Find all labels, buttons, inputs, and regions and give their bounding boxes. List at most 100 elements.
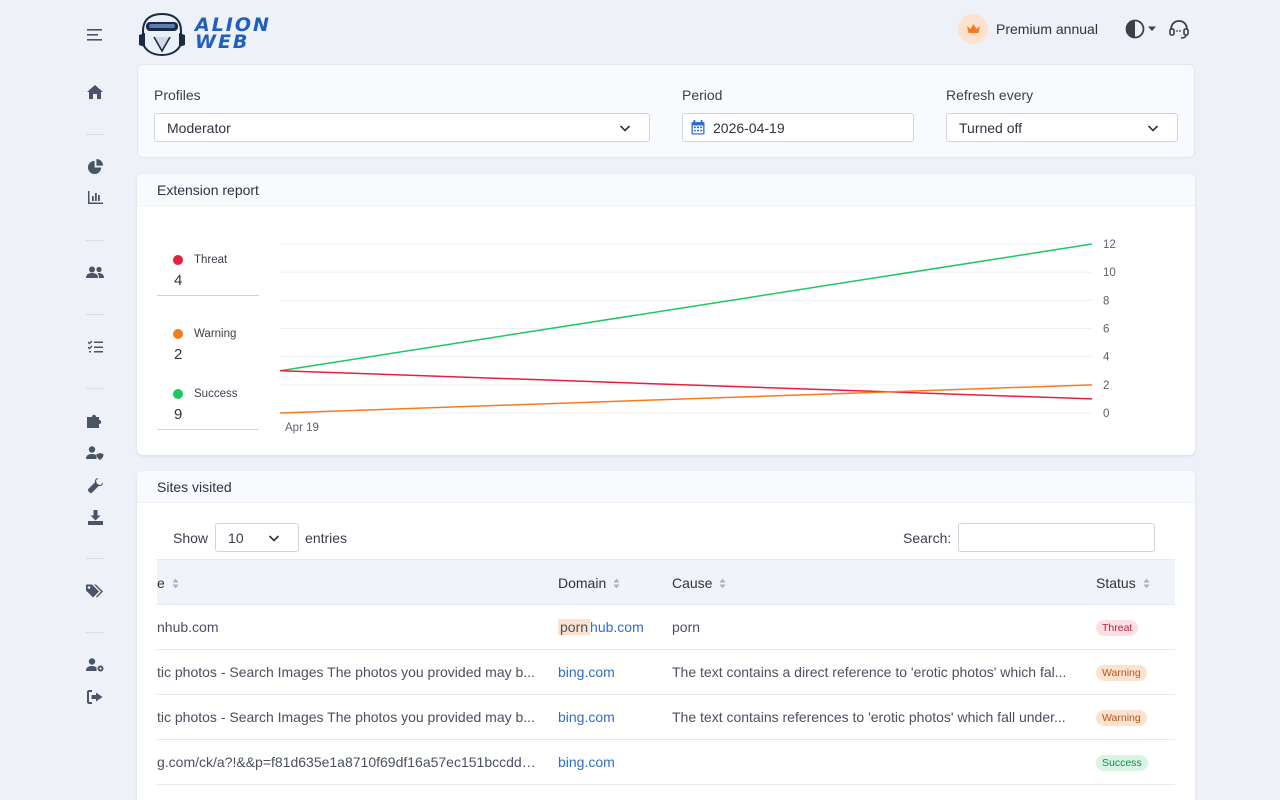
warning-dot <box>173 329 183 339</box>
sort-icon <box>613 578 620 589</box>
domain-cell[interactable]: bing.com <box>558 664 615 680</box>
sign-out-icon[interactable] <box>85 687 105 707</box>
legend-label: Threat <box>194 254 228 266</box>
menu-icon[interactable] <box>85 25 105 45</box>
legend-value: 9 <box>174 406 183 423</box>
y-tick-label: 8 <box>1103 295 1109 307</box>
profiles-value: Moderator <box>167 119 231 136</box>
period-label: Period <box>682 87 723 103</box>
column-label: Status <box>1096 575 1136 591</box>
column-label: Domain <box>558 575 607 591</box>
contrast-icon <box>1125 19 1145 39</box>
plan-label: Premium annual <box>996 21 1098 37</box>
table-header: e Domain Cause Status <box>157 559 1175 605</box>
legend-value: 2 <box>174 346 183 363</box>
column-header-cause[interactable]: Cause <box>672 575 726 591</box>
extension-report-title: Extension report <box>137 174 1195 206</box>
page-cell: tic photos - Search Images The photos yo… <box>157 709 535 725</box>
series-line-success <box>279 243 1093 372</box>
keyword-highlight: porn <box>558 619 591 635</box>
column-header-domain[interactable]: Domain <box>558 575 620 591</box>
download-icon[interactable] <box>85 507 105 527</box>
series-line-warning <box>279 384 1093 414</box>
profiles-select[interactable]: Moderator <box>154 113 650 142</box>
cause-cell: The text contains a direct reference to … <box>672 664 1067 680</box>
period-date-picker[interactable]: 2026-04-19 <box>682 113 914 142</box>
entries-label: entries <box>305 529 348 546</box>
sort-icon <box>172 578 179 589</box>
cause-cell: The text contains references to 'erotic … <box>672 709 1066 725</box>
subscription-plan[interactable]: Premium annual <box>958 14 1098 44</box>
logo-wordmark: ALION WEB <box>195 14 271 53</box>
entries-select[interactable]: 10 <box>215 523 300 552</box>
status-badge: Warning <box>1096 665 1147 681</box>
profiles-label: Profiles <box>154 87 201 103</box>
column-header-status[interactable]: Status <box>1096 575 1150 591</box>
theme-toggle[interactable] <box>1125 19 1157 39</box>
success-dot <box>173 389 183 399</box>
checklist-icon[interactable] <box>85 336 105 356</box>
domain-text: bing.com <box>558 709 615 725</box>
legend-label: Success <box>194 388 238 400</box>
entries-length-control: Show 10 entries <box>173 523 347 552</box>
sidebar-divider <box>86 134 104 135</box>
page-cell: g.com/ck/a?!&&p=f81d635e1a8710f69df16a57… <box>157 754 537 770</box>
table-row[interactable]: tic photos - Search Images The photos yo… <box>157 695 1175 740</box>
extension-report-card: Extension report Threat 4 Warning 2 Succ… <box>137 174 1195 455</box>
domain-text: hub.com <box>590 619 644 635</box>
column-label: e <box>157 575 165 591</box>
table-row[interactable]: tic photos - Search Images The photos yo… <box>157 650 1175 695</box>
chevron-down-icon <box>268 535 280 542</box>
y-tick-label: 10 <box>1103 267 1116 279</box>
y-tick-label: 6 <box>1103 324 1109 336</box>
wrench-icon[interactable] <box>85 475 105 495</box>
sites-visited-card: Sites visited Show 10 entries Search: e … <box>137 471 1195 800</box>
tags-icon[interactable] <box>85 581 105 601</box>
page-cell: tic photos - Search Images The photos yo… <box>157 664 535 680</box>
entries-value: 10 <box>228 529 244 546</box>
filters-panel: Profiles Moderator Period 2026-04-19 Ref… <box>137 64 1195 158</box>
column-header-page[interactable]: e <box>157 575 179 591</box>
column-label: Cause <box>672 575 713 591</box>
page-cell: nhub.com <box>157 619 219 635</box>
user-cog-icon[interactable] <box>85 655 105 675</box>
sidebar-divider <box>86 388 104 389</box>
domain-text: bing.com <box>558 664 615 680</box>
domain-cell[interactable]: porn hub.com <box>558 619 644 635</box>
crown-icon <box>958 14 988 44</box>
legend-warning: Warning 2 <box>157 328 259 369</box>
sidebar <box>0 0 137 800</box>
refresh-value: Turned off <box>959 119 1023 136</box>
series-line-threat <box>279 370 1093 400</box>
app-logo[interactable]: ALION WEB <box>137 10 297 58</box>
user-shield-icon[interactable] <box>85 443 105 463</box>
pie-chart-icon[interactable] <box>85 156 105 176</box>
headset-icon[interactable] <box>1168 18 1190 45</box>
users-icon[interactable] <box>85 262 105 282</box>
domain-cell[interactable]: bing.com <box>558 709 615 725</box>
sidebar-divider <box>86 558 104 559</box>
domain-text: bing.com <box>558 754 615 770</box>
legend-label: Warning <box>194 328 237 340</box>
table-search: Search: <box>903 523 1156 552</box>
bar-chart-icon[interactable] <box>85 187 105 207</box>
sites-visited-title: Sites visited <box>137 471 1195 503</box>
domain-cell[interactable]: bing.com <box>558 754 615 770</box>
refresh-select[interactable]: Turned off <box>946 113 1178 142</box>
refresh-label: Refresh every <box>946 87 1034 103</box>
sidebar-divider <box>86 314 104 315</box>
sort-icon <box>719 578 726 589</box>
sidebar-divider <box>86 240 104 241</box>
search-input[interactable] <box>958 523 1156 552</box>
legend-threat: Threat 4 <box>157 254 259 296</box>
y-tick-label: 2 <box>1103 380 1109 392</box>
sidebar-divider <box>86 632 104 633</box>
puzzle-icon[interactable] <box>85 410 105 430</box>
home-icon[interactable] <box>85 82 105 102</box>
calendar-icon <box>691 120 705 135</box>
show-label: Show <box>173 529 209 546</box>
table-row[interactable]: nhub.com porn hub.com porn Threat <box>157 605 1175 650</box>
table-row[interactable]: g.com/ck/a?!&&p=f81d635e1a8710f69df16a57… <box>157 740 1175 785</box>
status-badge: Success <box>1096 755 1148 771</box>
status-badge: Warning <box>1096 710 1147 726</box>
